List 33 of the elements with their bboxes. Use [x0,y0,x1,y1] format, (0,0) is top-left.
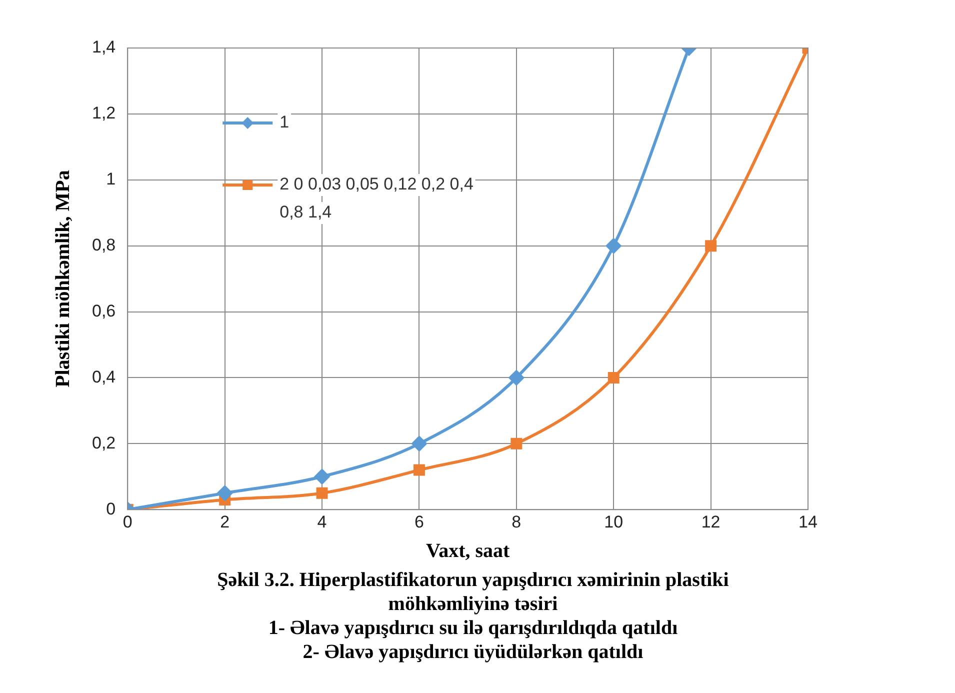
text: 2- Əlavə yapışdırıcı üyüdülərkən qatıldı [302,640,644,664]
x-tick-label: 10 [604,512,624,532]
x-tick-label: 4 [317,512,327,532]
legend-label: 1 [280,112,290,132]
line-series [128,48,808,510]
x-tick-label: 8 [512,512,522,532]
y-tick-label: 1,4 [92,38,116,57]
y-tick-label: 0,2 [92,433,116,452]
x-tick-label: 0 [122,512,132,532]
point [608,372,620,384]
y-tick-label: 0,8 [92,236,116,255]
point [413,464,425,476]
y-tick-label: 0,4 [92,367,116,386]
x-tick-label: 14 [798,512,818,532]
point [510,438,522,450]
text: Şəkil 3.2. Hiperplastifikatorun yapışdırıcı xəmirinin plastiki möhkəmliyinə təsiri [216,568,730,616]
point [316,487,328,499]
point [314,469,330,484]
y-axis-title: Plastiki möhkəmlik, MPa [52,170,74,388]
point [705,240,717,252]
legend-label: 2 0 0,03 0,05 0,12 0,2 0,4 0,8 1,4 [280,174,474,222]
point [217,486,232,501]
point [412,436,427,452]
x-axis-title: Vaxt, saat [426,540,510,562]
y-tick-label: 1 [106,170,116,189]
y-tick-label: 0,6 [92,301,116,320]
x-tick-label: 2 [220,512,230,532]
y-tick-label: 1,2 [92,104,116,123]
point [508,370,524,386]
x-tick-label: 6 [414,512,424,532]
x-tick-label: 12 [701,512,720,532]
text: 1- Əlavə yapışdırıcı su ilə qarışdırıldıqda qatıldı [267,616,679,640]
y-tick-label: 0 [106,499,116,518]
